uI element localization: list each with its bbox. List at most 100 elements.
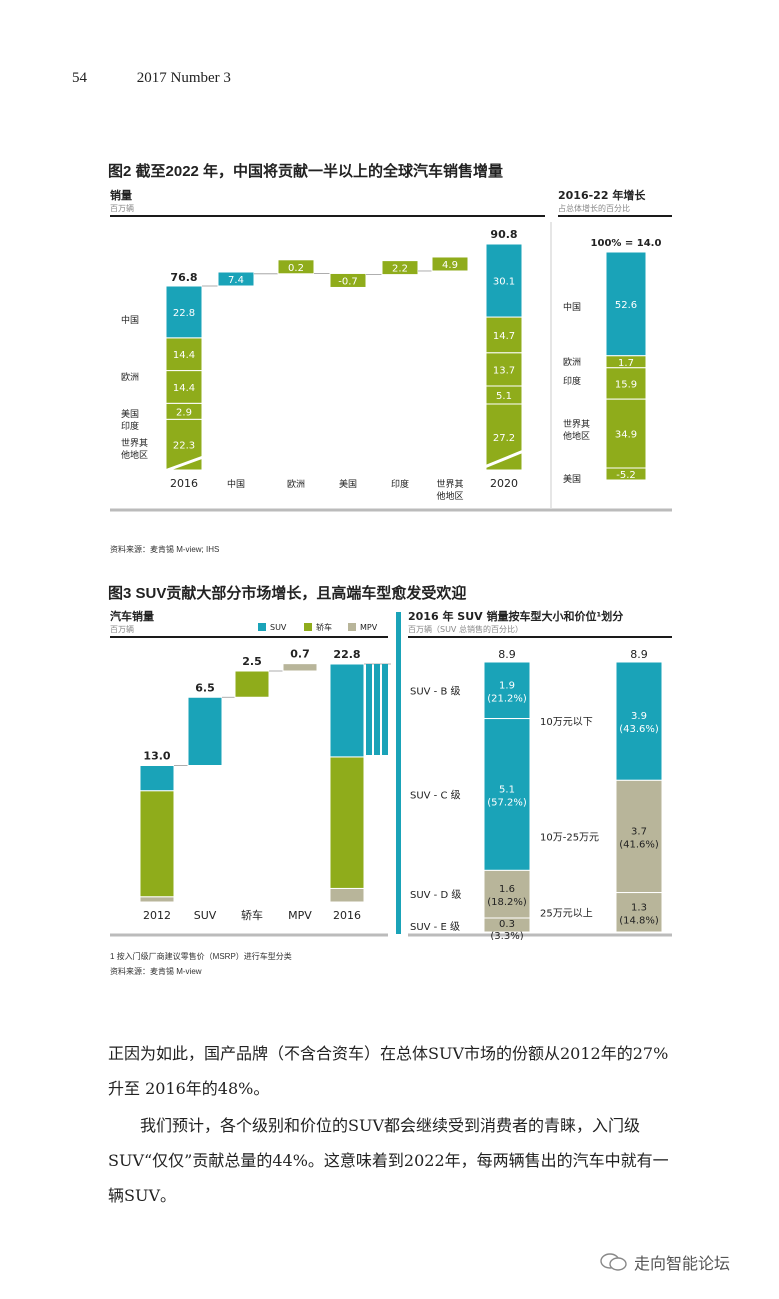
fig3-delta-bar bbox=[234, 670, 270, 698]
fig3-suv-pct: (21.2%) bbox=[487, 693, 527, 704]
fig3-category-label: SUV bbox=[194, 909, 217, 922]
fig2-start-segment bbox=[165, 370, 203, 404]
fig3-suv-value: 5.1 bbox=[499, 784, 515, 795]
fig3-delta-label: 0.7 bbox=[290, 648, 310, 661]
fig2-end-total: 90.8 bbox=[490, 228, 517, 241]
fig3-suv-label: SUV - D 级 bbox=[410, 889, 461, 901]
fig2-start-segment-label: 14.4 bbox=[173, 383, 195, 394]
fig3-suv-label: SUV - E 级 bbox=[410, 921, 460, 933]
fig3-title: 图3 SUV贡献大部分市场增长，且高端车型愈发受欢迎 bbox=[108, 585, 467, 602]
fig3-suv-pct: (14.8%) bbox=[619, 915, 659, 926]
fig3-legend-swatch bbox=[348, 623, 356, 631]
fig3-unit: 百万辆 bbox=[110, 624, 134, 634]
fig2-category-label: 印度 bbox=[391, 478, 409, 490]
fig3-suv-segment bbox=[615, 892, 663, 933]
fig3-start-segment bbox=[139, 765, 175, 792]
fig3-suv-total: 8.9 bbox=[498, 648, 516, 661]
fig2-right-unit: 占总体增长的百分比 bbox=[558, 203, 630, 213]
fig2-delta-label: 2.2 bbox=[392, 264, 408, 275]
fig3-source: 资料来源：麦肯锡 M-view bbox=[110, 967, 202, 976]
fig3-suv-value: 1.6 bbox=[499, 884, 515, 895]
fig3-end-segment bbox=[329, 663, 365, 758]
watermark: 走向智能论坛 bbox=[600, 1250, 730, 1274]
fig3-start-segment bbox=[139, 896, 175, 903]
fig3-explode-stripe bbox=[382, 664, 388, 755]
fig2-end-segment bbox=[485, 352, 523, 387]
fig3-suv-segment bbox=[483, 661, 531, 720]
fig3-suv-pct: (18.2%) bbox=[487, 897, 527, 908]
fig3-explode-stripe bbox=[366, 664, 372, 755]
wechat-icon bbox=[600, 1253, 627, 1271]
fig2-right-segment-label: 1.7 bbox=[618, 358, 634, 369]
fig2-axis-break bbox=[481, 448, 527, 470]
fig3-end-total: 22.8 bbox=[333, 648, 360, 661]
fig3-footnote: 1 按入门级厂商建议零售价（MSRP）进行车型分类 bbox=[110, 952, 292, 961]
fig2-start-segment-label: 2.9 bbox=[176, 407, 192, 418]
body-paragraph-2: 我们预计，各个级别和价位的SUV都会继续受到消费者的青睐，入门级SUV“仅仅”贡… bbox=[108, 1116, 669, 1205]
fig2-start-segment bbox=[165, 285, 203, 339]
fig2-stack-label: 世界其他地区 bbox=[121, 437, 148, 461]
fig2-delta-bar bbox=[217, 271, 255, 287]
fig2-category-label: 中国 bbox=[227, 478, 245, 490]
fig3-suv-total: 8.9 bbox=[630, 648, 648, 661]
fig2-delta-bar bbox=[329, 272, 367, 288]
fig2-end-segment bbox=[485, 316, 523, 354]
fig2-right-label: 欧洲 bbox=[563, 356, 581, 368]
fig3-category-label: 2012 bbox=[143, 909, 171, 922]
fig2-right-negative-segment bbox=[605, 467, 647, 481]
fig3-suv-label: SUV - C 级 bbox=[410, 789, 461, 801]
fig3-suv-value: 0.3 bbox=[499, 919, 515, 930]
fig3-chart: 汽车销量 百万辆 2016 年 SUV 销量按车型大小和价位¹划分 百万辆（SUV 总… bbox=[108, 606, 674, 940]
fig3-suv-label: 10万-25万元 bbox=[540, 832, 599, 843]
fig3-suv-segment bbox=[483, 718, 531, 871]
fig2-title: 图2 截至2022 年，中国将贡献一半以上的全球汽车销售增量 bbox=[108, 163, 504, 180]
fig2-category-label: 欧洲 bbox=[287, 478, 305, 490]
fig2-source: 资料来源：麦肯锡 M-view; IHS bbox=[110, 545, 220, 554]
fig2-ylabel: 销量 bbox=[110, 188, 132, 202]
fig3-suv-label: 10万元以下 bbox=[540, 717, 593, 728]
fig3-delta-bar bbox=[282, 663, 318, 672]
issue-label: 2017 Number 3 bbox=[136, 70, 231, 86]
fig2-delta-label: 0.2 bbox=[288, 263, 304, 274]
fig3-delta-label: 2.5 bbox=[242, 655, 262, 668]
fig3-suv-label: SUV - B 级 bbox=[410, 685, 461, 697]
fig2-delta-bar bbox=[381, 260, 419, 276]
fig3-divider bbox=[396, 612, 401, 934]
fig2-end-segment bbox=[485, 243, 523, 318]
fig2-start-segment-label: 14.4 bbox=[173, 350, 195, 361]
fig3-suv-pct: (41.6%) bbox=[619, 839, 659, 850]
fig2-delta-bar bbox=[431, 256, 469, 272]
fig2-delta-label: 4.9 bbox=[442, 260, 458, 271]
fig2-category-label: 2016 bbox=[170, 477, 198, 490]
fig2-start-segment-label: 22.3 bbox=[173, 441, 195, 452]
fig3-suv-pct: (57.2%) bbox=[487, 797, 527, 808]
fig2-category-label: 美国 bbox=[339, 478, 357, 490]
fig3-category-label: 轿车 bbox=[241, 908, 263, 922]
fig2-end-segment-label: 13.7 bbox=[493, 365, 515, 376]
fig3-ylabel: 汽车销量 bbox=[110, 609, 154, 623]
fig2-start-segment bbox=[165, 418, 203, 471]
fig2-delta-label: 7.4 bbox=[228, 275, 244, 286]
fig2-end-segment-label: 27.2 bbox=[493, 433, 515, 444]
fig3-category-label: 2016 bbox=[333, 909, 361, 922]
fig2-right-segment bbox=[605, 251, 647, 357]
fig3-legend-label: MPV bbox=[360, 623, 378, 632]
fig3-suv-value: 1.9 bbox=[499, 680, 515, 691]
fig3-legend-swatch bbox=[304, 623, 312, 631]
fig2-stack-label: 欧洲 bbox=[121, 371, 139, 383]
fig3-suv-segment bbox=[615, 779, 663, 894]
body-text: 正因为如此，国产品牌（不含合资车）在总体SUV市场的份额从2012年的27%升至… bbox=[108, 1036, 680, 1215]
fig3-delta-label: 6.5 bbox=[195, 681, 215, 694]
page-header: 54 2017 Number 3 bbox=[72, 70, 231, 87]
fig3-delta-bar bbox=[187, 696, 223, 766]
fig2-right-label: 世界其他地区 bbox=[563, 418, 590, 442]
fig3-right-title: 2016 年 SUV 销量按车型大小和价位¹划分 bbox=[408, 609, 623, 623]
fig2-end-segment-label: 30.1 bbox=[493, 277, 515, 288]
fig3-suv-segment bbox=[483, 869, 531, 919]
fig2-start-segment-label: 22.8 bbox=[173, 308, 195, 319]
page-number: 54 bbox=[72, 70, 87, 86]
fig3-explode-stripe bbox=[374, 664, 380, 755]
fig2-end-segment-label: 5.1 bbox=[496, 391, 512, 402]
